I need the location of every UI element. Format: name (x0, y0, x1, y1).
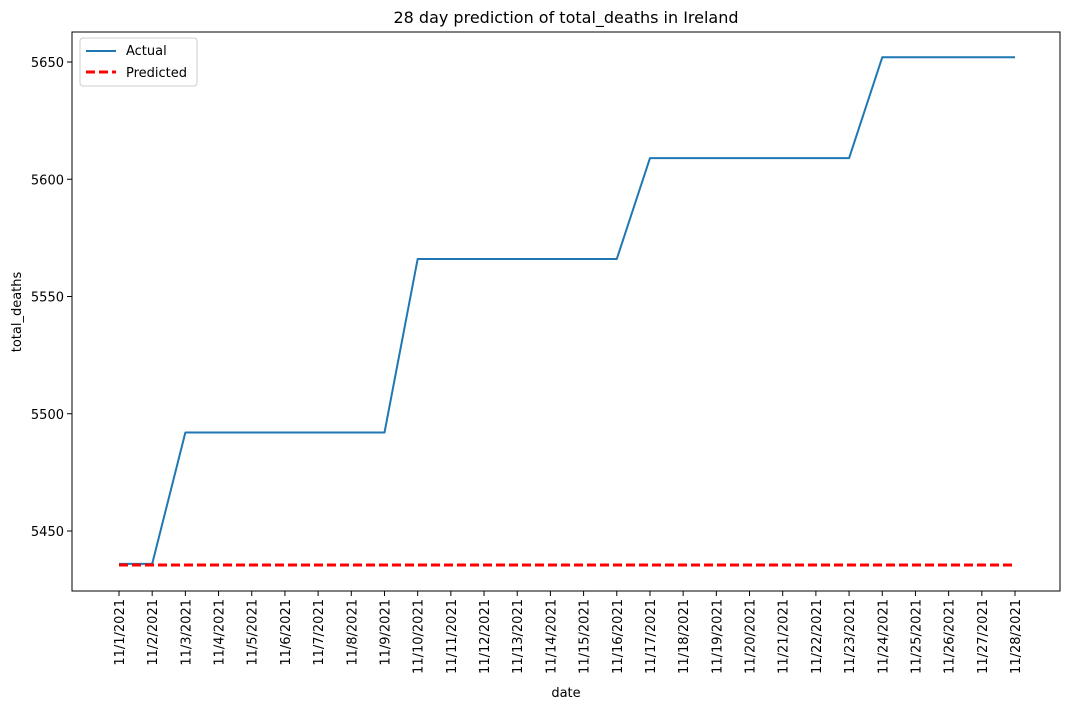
x-tick-label: 11/11/2021 (445, 599, 460, 674)
x-tick-label: 11/1/2021 (113, 599, 128, 666)
x-axis: 11/1/2021 11/2/2021 11/3/2021 11/4/2021 11/5… (113, 591, 1024, 674)
x-tick-label: 11/5/2021 (246, 599, 261, 666)
x-tick-label: 11/23/2021 (843, 599, 858, 674)
x-tick-label: 11/19/2021 (710, 599, 725, 674)
x-tick-label: 11/18/2021 (677, 599, 692, 674)
legend-label-predicted: Predicted (126, 66, 187, 81)
y-tick-label: 5600 (31, 173, 64, 188)
x-tick-label: 11/15/2021 (578, 599, 593, 674)
x-tick-label: 11/12/2021 (478, 599, 493, 674)
y-tick-label: 5650 (31, 56, 64, 71)
x-tick-label: 11/17/2021 (644, 599, 659, 674)
series-line-actual (119, 56, 1015, 565)
x-tick-label: 11/14/2021 (544, 599, 559, 674)
x-tick-label: 11/21/2021 (777, 599, 792, 674)
y-tick-label: 5500 (31, 408, 64, 423)
x-tick-label: 11/9/2021 (378, 599, 393, 666)
y-tick-label: 5450 (31, 525, 64, 540)
x-tick-label: 11/4/2021 (213, 599, 228, 666)
x-tick-label: 11/8/2021 (345, 599, 360, 666)
x-tick-label: 11/16/2021 (611, 599, 626, 674)
x-tick-label: 11/20/2021 (744, 599, 759, 674)
chart-title: 28 day prediction of total_deaths in Ire… (393, 8, 738, 28)
y-axis-label: total_deaths (10, 272, 25, 353)
x-tick-label: 11/24/2021 (876, 599, 891, 674)
legend: Actual Predicted (79, 37, 198, 87)
legend-label-actual: Actual (126, 44, 167, 59)
x-tick-label: 11/10/2021 (412, 599, 427, 674)
x-tick-label: 11/2/2021 (146, 599, 161, 666)
x-tick-label: 11/22/2021 (810, 599, 825, 674)
x-tick-label: 11/25/2021 (909, 599, 924, 674)
x-tick-label: 11/13/2021 (511, 599, 526, 674)
x-tick-label: 11/6/2021 (279, 599, 294, 666)
x-tick-label: 11/7/2021 (312, 599, 327, 666)
x-tick-label: 11/27/2021 (976, 599, 991, 674)
y-axis: 5450 5500 5550 5600 5650 (31, 56, 72, 540)
x-tick-label: 11/26/2021 (943, 599, 958, 674)
y-tick-label: 5550 (31, 291, 64, 306)
plot-area (119, 56, 1015, 567)
x-axis-label: date (551, 686, 580, 701)
x-tick-label: 11/28/2021 (1009, 599, 1024, 674)
plot-frame (71, 31, 1061, 592)
x-tick-label: 11/3/2021 (179, 599, 194, 666)
